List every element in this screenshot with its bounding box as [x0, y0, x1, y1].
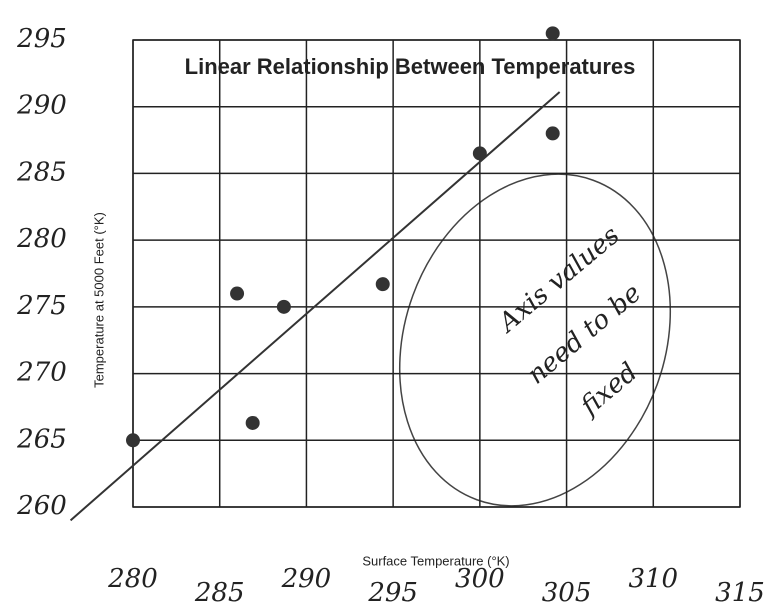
- x-tick-label: 315: [715, 578, 765, 608]
- annotation: fixed: [574, 357, 644, 422]
- plot-frame: [132, 39, 741, 508]
- annotation-circle: [398, 173, 672, 507]
- chart-title: Linear Relationship Between Temperatures: [185, 54, 636, 79]
- y-tick-label: 270: [16, 358, 67, 388]
- x-axis-label: Surface Temperature (°K): [362, 553, 509, 568]
- x-tick-label: 310: [628, 564, 678, 594]
- trend-line: [69, 91, 561, 522]
- data-point: [230, 286, 245, 301]
- y-tick-label: 280: [16, 224, 67, 254]
- x-tick-label: 305: [542, 578, 592, 608]
- x-tick-label: 280: [107, 564, 158, 594]
- x-tick-label: 290: [281, 564, 332, 594]
- y-tick-label: 260: [16, 491, 67, 521]
- data-point: [472, 146, 487, 161]
- y-tick-label: 265: [16, 424, 67, 454]
- data-point: [375, 277, 390, 292]
- x-tick-label: 285: [194, 578, 245, 608]
- y-tick-label: 290: [16, 91, 67, 121]
- y-axis-label: Temperature at 5000 Feet (°K): [91, 212, 106, 388]
- y-tick-label: 285: [16, 157, 67, 187]
- data-point: [545, 126, 560, 141]
- x-tick-label: 300: [455, 564, 505, 594]
- y-tick-label: 295: [16, 24, 67, 54]
- y-tick-label: 275: [16, 291, 67, 321]
- data-point: [126, 433, 140, 448]
- data-point: [276, 299, 291, 314]
- data-point: [245, 415, 260, 430]
- x-tick-label: 295: [367, 578, 418, 608]
- data-point: [545, 26, 560, 41]
